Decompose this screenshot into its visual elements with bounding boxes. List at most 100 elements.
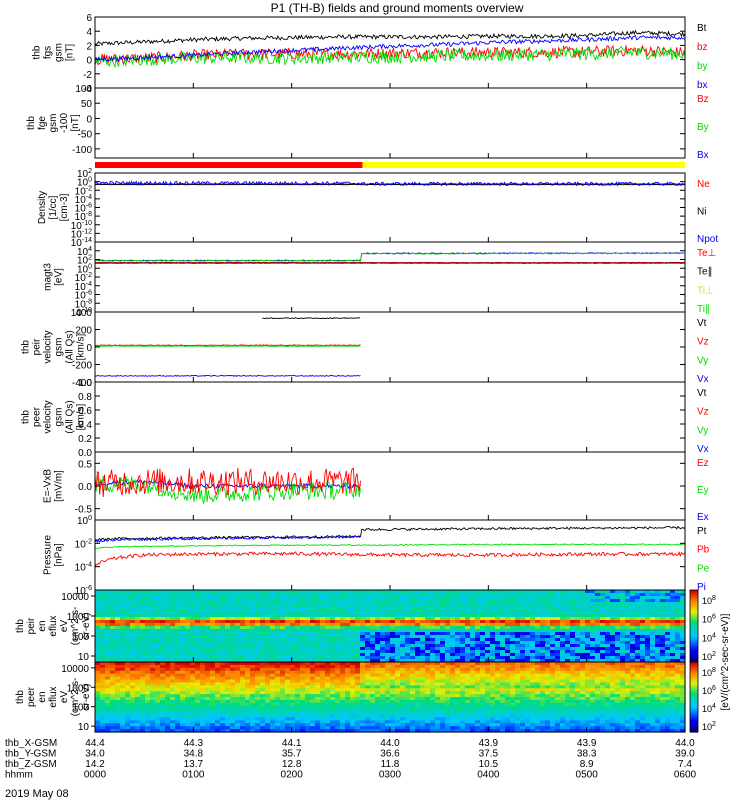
spectrogram-cell bbox=[365, 670, 371, 675]
spectrogram-cell bbox=[265, 617, 271, 621]
spectrogram-cell bbox=[395, 694, 401, 698]
spectrogram-cell bbox=[420, 650, 426, 654]
spectrogram-cell bbox=[580, 596, 586, 600]
spectrogram-cell bbox=[200, 723, 206, 727]
spectrogram-cell bbox=[455, 605, 461, 609]
spectrogram-cell bbox=[135, 644, 141, 648]
spectrogram-cell bbox=[170, 711, 176, 716]
spectrogram-cell bbox=[165, 729, 171, 733]
spectrogram-cell bbox=[410, 673, 416, 678]
spectrogram-cell bbox=[100, 685, 106, 689]
spectrogram-cell bbox=[155, 673, 161, 678]
spectrogram-cell bbox=[120, 670, 126, 675]
spectrogram-cell bbox=[305, 599, 311, 603]
spectrogram-cell bbox=[200, 623, 206, 627]
spectrogram-cell bbox=[175, 632, 181, 636]
spectrogram-cell bbox=[415, 705, 421, 710]
spectrogram-cell bbox=[390, 641, 396, 645]
spectrogram-cell bbox=[295, 605, 301, 609]
spectrogram-cell bbox=[410, 650, 416, 654]
spectrogram-cell bbox=[115, 644, 121, 648]
spectrogram-cell bbox=[345, 647, 351, 651]
spectrogram-cell bbox=[115, 617, 121, 621]
spectrogram-cell bbox=[625, 623, 631, 627]
spectrogram-cell bbox=[400, 644, 406, 648]
series-bx bbox=[94, 34, 686, 62]
spectrogram-cell bbox=[430, 644, 436, 648]
spectrogram-cell bbox=[255, 673, 261, 678]
spectrogram-cell bbox=[425, 596, 431, 600]
spectrogram-cell bbox=[390, 694, 396, 698]
spectrogram-cell bbox=[290, 593, 296, 597]
spectrogram-cell bbox=[125, 614, 131, 618]
spectrogram-cell bbox=[400, 602, 406, 606]
spectrogram-cell bbox=[270, 611, 276, 615]
spectrogram-cell bbox=[185, 605, 191, 609]
spectrogram-cell bbox=[300, 632, 306, 636]
spectrogram-cell bbox=[355, 626, 361, 630]
spectrogram-cell bbox=[255, 602, 261, 606]
spectrogram-cell bbox=[125, 596, 131, 600]
spectrogram-cell bbox=[165, 617, 171, 621]
spectrogram-cell bbox=[530, 623, 536, 627]
spectrogram-cell bbox=[605, 611, 611, 615]
spectrogram-cell bbox=[655, 605, 661, 609]
spectrogram-cell bbox=[430, 711, 436, 716]
spectrogram-cell bbox=[555, 644, 561, 648]
spectrogram-cell bbox=[640, 614, 646, 618]
spectrogram-cell bbox=[330, 679, 336, 684]
spectrogram-cell bbox=[195, 685, 201, 689]
spectrogram-cell bbox=[340, 614, 346, 618]
spectrogram-cell bbox=[430, 708, 436, 713]
spectrogram-cell bbox=[490, 590, 496, 594]
spectrogram-cell bbox=[595, 605, 601, 609]
spectrogram-cell bbox=[205, 623, 211, 627]
spectrogram-cell bbox=[350, 708, 356, 713]
spectrogram-cell bbox=[155, 685, 161, 689]
spectrogram-cell bbox=[190, 599, 196, 603]
spectrogram-cell bbox=[480, 641, 486, 645]
spectrogram-cell bbox=[290, 614, 296, 618]
spectrogram-cell bbox=[195, 670, 201, 675]
spectrogram-cell bbox=[95, 641, 101, 645]
spectrogram-cell bbox=[385, 647, 391, 651]
spectrogram-cell bbox=[295, 590, 301, 594]
spectrogram-cell bbox=[145, 593, 151, 597]
spectrogram-cell bbox=[195, 593, 201, 597]
spectrogram-cell bbox=[110, 632, 116, 636]
spectrogram-cell bbox=[390, 720, 396, 724]
spectrogram-cell bbox=[175, 623, 181, 627]
spectrogram-cell bbox=[580, 659, 586, 663]
spectrogram-cell bbox=[385, 723, 391, 727]
spectrogram-cell bbox=[220, 708, 226, 713]
spectrogram-cell bbox=[175, 596, 181, 600]
spectrogram-cell bbox=[440, 659, 446, 663]
spectrogram-cell bbox=[175, 682, 181, 686]
spectrogram-cell bbox=[645, 659, 651, 663]
spectrogram-cell bbox=[540, 626, 546, 630]
spectrogram-cell bbox=[145, 650, 151, 654]
spectrogram-cell bbox=[620, 623, 626, 627]
spectrogram-cell bbox=[210, 729, 216, 733]
spectrogram-cell bbox=[235, 729, 241, 733]
spectrogram-cell bbox=[400, 647, 406, 651]
spectrogram-cell bbox=[330, 705, 336, 710]
spectrogram-cell bbox=[275, 720, 281, 724]
spectrogram-cell bbox=[125, 629, 131, 633]
spectrogram-cell bbox=[635, 623, 641, 627]
spectrogram-cell bbox=[225, 635, 231, 639]
spectrogram-cell bbox=[355, 644, 361, 648]
spectrogram-cell bbox=[600, 608, 606, 612]
spectrogram-cell bbox=[450, 676, 456, 681]
spectrogram-cell bbox=[235, 635, 241, 639]
spectrogram-cell bbox=[245, 644, 251, 648]
spectrogram-cell bbox=[380, 729, 386, 733]
spectrogram-cell bbox=[465, 650, 471, 654]
panel-frame bbox=[94, 241, 686, 313]
spectrogram-cell bbox=[430, 599, 436, 603]
spectrogram-cell bbox=[110, 688, 116, 692]
spectrogram-cell bbox=[590, 599, 596, 603]
spectrogram-cell bbox=[195, 714, 201, 719]
spectrogram-cell bbox=[420, 638, 426, 642]
spectrogram-cell bbox=[345, 653, 351, 657]
